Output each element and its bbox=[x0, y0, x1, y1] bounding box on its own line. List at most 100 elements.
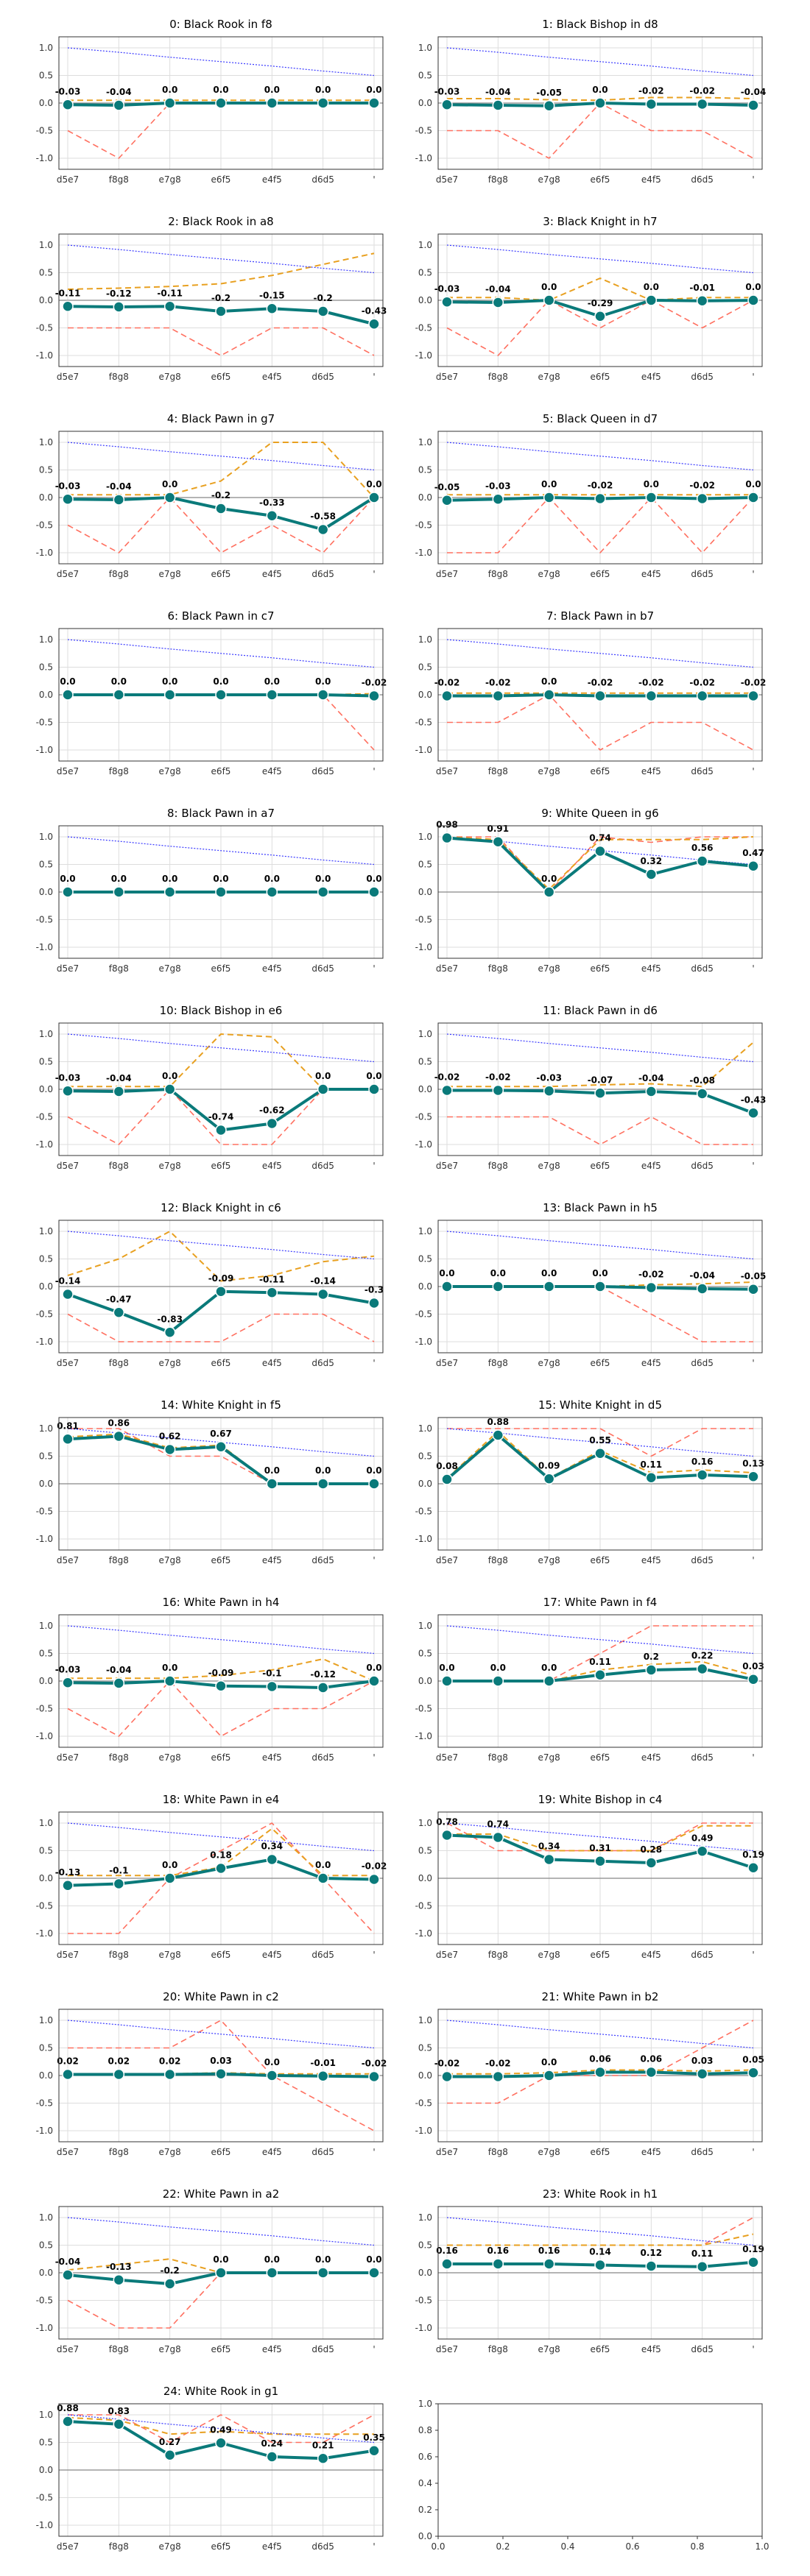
y-tick-label: 0.0 bbox=[418, 2070, 432, 2081]
data-point bbox=[594, 97, 606, 109]
subplot-svg: d5e7 f8g8 e7g8 e6f5 e4f5 d6d5 ' 1.0 0.5 0.0 -0.5 -1… bbox=[415, 2187, 764, 2354]
data-point bbox=[594, 492, 606, 505]
x-tick-label: ' bbox=[752, 1752, 754, 1763]
axes-frame bbox=[437, 1220, 763, 1354]
data-point bbox=[113, 1306, 125, 1318]
data-label: -0.03 bbox=[55, 1664, 81, 1674]
data-point bbox=[747, 1862, 759, 1874]
axes-frame bbox=[58, 2403, 384, 2537]
data-label: 0.0 bbox=[366, 2254, 381, 2265]
data-point bbox=[368, 1297, 380, 1309]
axes-frame bbox=[437, 2206, 763, 2340]
data-point bbox=[62, 493, 74, 505]
y-tick-label: -0.5 bbox=[415, 915, 432, 925]
data-label: 0.0 bbox=[490, 1663, 506, 1673]
dotted-series-line bbox=[67, 1822, 375, 1852]
x-tick-label: d5e7 bbox=[57, 1752, 79, 1763]
y-tick-label: -0.5 bbox=[415, 1901, 432, 1911]
x-tick-label: ' bbox=[373, 766, 375, 776]
data-point bbox=[594, 690, 606, 702]
red-series-line bbox=[447, 497, 754, 553]
axes-frame bbox=[437, 1614, 763, 1748]
red-series-line bbox=[446, 300, 754, 356]
data-label: 0.0 bbox=[162, 1663, 177, 1673]
subplot-svg: d5e7 f8g8 e7g8 e6f5 e4f5 d6d5 ' 1.0 0.5 0.0 -0.5 -1… bbox=[36, 1004, 384, 1171]
y-tick-label: 1.0 bbox=[418, 2015, 432, 2025]
data-label: -0.58 bbox=[310, 512, 336, 522]
data-point bbox=[317, 886, 329, 898]
x-tick-label: e4f5 bbox=[262, 1555, 282, 1565]
y-tick-label: 0.5 bbox=[418, 1846, 432, 1856]
y-tick-label: -1.0 bbox=[36, 1337, 53, 1347]
data-label: -0.02 bbox=[638, 678, 664, 688]
data-point bbox=[492, 1675, 504, 1687]
x-tick-label: f8g8 bbox=[488, 766, 508, 776]
data-label: 0.74 bbox=[487, 1819, 510, 1830]
data-point bbox=[441, 832, 453, 844]
y-tick-label: -0.5 bbox=[415, 323, 432, 333]
axes-frame bbox=[437, 1417, 763, 1551]
data-point bbox=[543, 1085, 555, 1097]
data-point bbox=[266, 2070, 278, 2081]
data-point bbox=[441, 690, 453, 702]
data-label: 0.35 bbox=[363, 2432, 385, 2443]
x-tick-label: d5e7 bbox=[436, 1555, 458, 1565]
y-tick-label: 0.0 bbox=[418, 492, 432, 503]
axes-frame bbox=[58, 1417, 384, 1551]
data-point bbox=[645, 98, 658, 110]
data-label: 0.22 bbox=[691, 1651, 714, 1661]
x-tick-label: e7g8 bbox=[538, 2147, 560, 2157]
y-tick-label: 1.0 bbox=[39, 1818, 53, 1828]
data-point bbox=[215, 1441, 227, 1453]
data-label: -0.47 bbox=[106, 1294, 132, 1304]
data-label: -0.12 bbox=[310, 1669, 336, 1680]
data-label: 0.0 bbox=[162, 1860, 177, 1870]
y-tick-label: 0.5 bbox=[418, 1451, 432, 1462]
data-point bbox=[492, 2258, 504, 2270]
data-point bbox=[543, 2258, 555, 2270]
data-label: 0.83 bbox=[108, 2406, 130, 2416]
y-tick-label: 1.0 bbox=[418, 2212, 432, 2223]
data-label: -0.09 bbox=[208, 1273, 234, 1284]
x-tick-label: e7g8 bbox=[538, 963, 560, 974]
subplot-svg: d5e7 f8g8 e7g8 e6f5 e4f5 d6d5 ' 1.0 0.5 0.0 -0.5 -1… bbox=[415, 18, 767, 185]
data-label: -0.12 bbox=[106, 289, 132, 299]
data-point bbox=[163, 97, 176, 109]
y-tick-label: 1.0 bbox=[418, 634, 432, 645]
x-tick-label: d5e7 bbox=[57, 2541, 79, 2552]
y-tick-label: -1.0 bbox=[36, 153, 53, 163]
data-point bbox=[62, 886, 74, 898]
x-tick-label: ' bbox=[752, 1555, 754, 1565]
y-tick-label: 0.0 bbox=[39, 1479, 53, 1489]
subplot-title: 18: White Pawn in e4 bbox=[163, 1793, 280, 1806]
subplot-8: d5e7 f8g8 e7g8 e6f5 e4f5 d6d5 ' 1.0 0.5 0.0 -0.5 -1… bbox=[15, 799, 405, 994]
data-label: -0.09 bbox=[208, 1668, 234, 1678]
data-label: -0.03 bbox=[434, 283, 460, 294]
data-label: 0.08 bbox=[436, 1461, 458, 1471]
data-label: 0.0 bbox=[213, 2254, 228, 2265]
y-tick-label: 0.5 bbox=[39, 268, 53, 278]
y-tick-label: 0.5 bbox=[39, 2240, 53, 2251]
red-series-line bbox=[447, 694, 754, 751]
y-tick-label: 0.5 bbox=[39, 465, 53, 475]
data-point bbox=[645, 294, 658, 306]
data-point bbox=[492, 1429, 504, 1441]
y-tick-label: 0.2 bbox=[418, 2505, 432, 2515]
data-point bbox=[441, 1675, 453, 1687]
data-point bbox=[696, 492, 708, 505]
dotted-series-line bbox=[446, 2217, 754, 2246]
subplot-svg: d5e7 f8g8 e7g8 e6f5 e4f5 d6d5 ' 1.0 0.5 0.0 -0.5 -1… bbox=[36, 2385, 385, 2552]
data-label: -0.83 bbox=[157, 1314, 183, 1324]
data-label: -0.29 bbox=[588, 298, 613, 308]
x-tick-label: e7g8 bbox=[538, 1950, 560, 1960]
data-label: 0.19 bbox=[742, 1850, 764, 1860]
data-point bbox=[368, 1873, 380, 1886]
data-label: 0.16 bbox=[691, 1457, 714, 1467]
data-label: 0.0 bbox=[366, 874, 381, 884]
axes-frame bbox=[437, 431, 763, 565]
subplot-svg: d5e7 f8g8 e7g8 e6f5 e4f5 d6d5 ' 1.0 0.5 0.0 -0.5 -1… bbox=[36, 2187, 384, 2354]
y-tick-label: 0.0 bbox=[39, 1281, 53, 1292]
x-tick-label: f8g8 bbox=[488, 174, 508, 185]
subplot-4: d5e7 f8g8 e7g8 e6f5 e4f5 d6d5 ' 1.0 0.5 0.0 -0.5 -1… bbox=[15, 405, 405, 599]
subplot-svg: d5e7 f8g8 e7g8 e6f5 e4f5 d6d5 ' 1.0 0.5 0.0 -0.5 -1… bbox=[415, 1990, 764, 2157]
